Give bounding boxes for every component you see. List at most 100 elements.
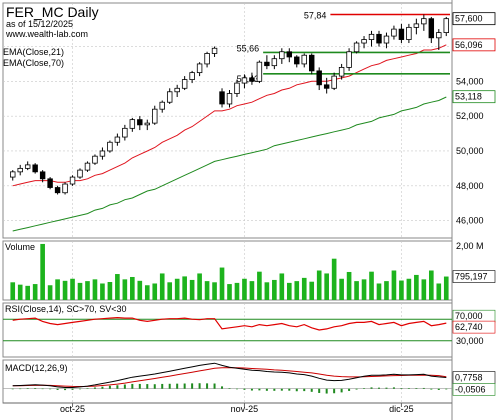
macd-hist-bar <box>265 388 268 391</box>
candle-down <box>47 178 53 188</box>
volume-bar <box>406 278 412 300</box>
y-tick-label: 48,000 <box>456 181 484 191</box>
volume-bar <box>346 271 352 300</box>
macd-hist-bar <box>123 384 126 389</box>
macd-hist-bar <box>116 385 119 389</box>
volume-bar <box>428 270 434 300</box>
candle-up <box>122 127 128 138</box>
volume-last-box <box>452 270 496 283</box>
candle-up <box>196 63 203 74</box>
macd-hist-bar <box>250 388 253 391</box>
volume-bar <box>286 282 292 300</box>
rsi-last-box <box>452 320 496 334</box>
macd-hist-bar <box>146 384 149 389</box>
candle-up <box>84 162 91 171</box>
volume-bar <box>85 281 90 300</box>
volume-bar <box>309 281 315 300</box>
volume-axis-label: 2,00 M <box>456 241 484 251</box>
volume-bar <box>384 281 389 300</box>
macd-hist-bar <box>377 387 380 389</box>
candle-up <box>279 51 285 60</box>
macd-hist-bar <box>221 386 224 389</box>
volume-bar <box>414 274 419 300</box>
candle-up <box>10 171 16 178</box>
candle-up <box>421 18 427 25</box>
candle-down <box>286 51 293 58</box>
macd-hist-bar <box>206 383 209 389</box>
candle-down <box>137 119 143 126</box>
volume-bar <box>257 271 262 300</box>
candle-up <box>256 61 263 82</box>
macd-hist-bar <box>370 387 373 389</box>
x-tick-label: oct-25 <box>60 404 85 414</box>
candle-up <box>226 93 233 105</box>
volume-bar <box>316 270 322 300</box>
volume-bar <box>10 282 16 300</box>
candle-up <box>99 150 106 157</box>
macd-hist-bar <box>363 388 366 389</box>
macd-hist-bar <box>41 388 44 390</box>
macd-hist-bar <box>79 388 82 390</box>
volume-bar <box>204 281 210 300</box>
candle-up <box>152 108 158 124</box>
macd-hist-bar <box>213 383 216 389</box>
volume-bar <box>421 279 427 300</box>
candle-up <box>361 39 367 44</box>
volume-bar <box>17 284 23 300</box>
macd-hist-bar <box>26 388 29 389</box>
macd-title: MACD(12,26,9) <box>5 363 68 373</box>
last-value-box <box>452 90 496 104</box>
macd-hist-bar <box>415 388 418 389</box>
volume-bar <box>219 267 225 300</box>
candle-up <box>301 54 307 65</box>
macd-hist-bar <box>176 383 179 389</box>
candle-up <box>181 79 188 89</box>
legend-ema70: EMA(Close,70) <box>3 58 64 68</box>
candle-up <box>353 42 360 53</box>
volume-bar <box>100 283 105 300</box>
candle-down <box>323 84 330 89</box>
candle-up <box>391 28 397 37</box>
last-value-label: 56,096 <box>455 40 483 50</box>
volume-bar <box>77 282 83 300</box>
rsi-last-label: 70,000 <box>455 311 483 321</box>
macd-hist-bar <box>101 386 104 389</box>
candle-down <box>264 61 270 67</box>
macd-hist-bar <box>34 388 37 389</box>
macd-hist-bar <box>407 388 410 389</box>
candle-down <box>249 77 255 82</box>
candle-up <box>17 167 23 173</box>
candle-up <box>204 53 210 65</box>
rsi-level-label: 30,000 <box>456 336 484 346</box>
volume-bar <box>32 284 38 300</box>
candle-up <box>24 164 31 169</box>
volume-bar <box>279 273 285 300</box>
candle-up <box>92 155 98 164</box>
volume-bar <box>272 279 277 300</box>
volume-bar <box>144 285 150 300</box>
macd-hist-bar <box>310 388 313 392</box>
rsi-title: RSI(Close,14), SC>70, SV<30 <box>5 304 127 314</box>
macd-hist-bar <box>273 388 276 391</box>
volume-bar <box>331 258 337 300</box>
candle-up <box>331 75 337 89</box>
volume-bar <box>369 271 374 300</box>
volume-bar <box>130 276 135 300</box>
site-url[interactable]: www.wealth-lab.com <box>5 29 88 39</box>
volume-bar <box>354 281 359 300</box>
macd-hist-bar <box>56 388 59 390</box>
candle-down <box>428 18 435 39</box>
macd-hist-bar <box>348 388 351 391</box>
macd-hist-bar <box>71 388 74 390</box>
volume-bar <box>391 270 397 300</box>
macd-hist-bar <box>198 383 201 389</box>
macd-last-box <box>452 383 496 396</box>
candle-up <box>413 23 420 28</box>
volume-bar <box>107 282 113 300</box>
rsi-last-label: 62,740 <box>455 322 483 332</box>
volume-bar <box>174 278 180 300</box>
macd-hist-bar <box>153 384 156 389</box>
macd-hist-bar <box>108 385 111 389</box>
macd-hist-bar <box>280 388 283 391</box>
macd-hist-bar <box>19 388 22 390</box>
